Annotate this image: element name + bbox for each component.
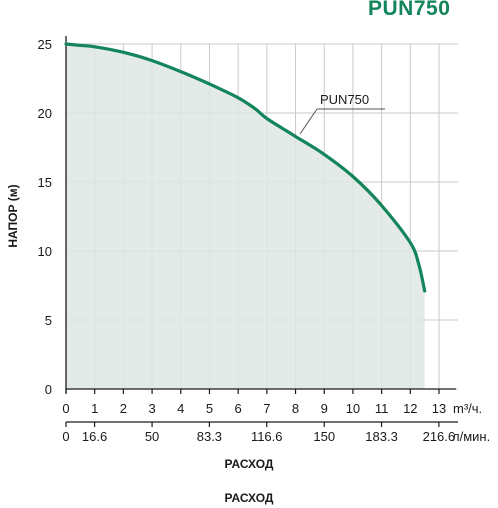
y-tick-label-5: 5 (45, 313, 52, 328)
x-tick-label-3: 3 (148, 401, 155, 416)
x-tick-label-6: 6 (235, 401, 242, 416)
x-unit-label: m³/ч. (453, 401, 482, 416)
x-axis-label: РАСХОД (224, 457, 274, 471)
curve-annotation: PUN750 (299, 92, 385, 135)
y-tick-label-20: 20 (38, 106, 52, 121)
curve-fill-area (66, 44, 425, 389)
y-tick-labels: 0 5 10 15 20 25 (38, 37, 52, 397)
x-tick-label-12: 12 (403, 401, 417, 416)
y-tick-label-10: 10 (38, 244, 52, 259)
x2-tick-label-50: 50 (145, 429, 159, 444)
y-tick-label-0: 0 (45, 382, 52, 397)
x2-tick-label-83.3: 83.3 (197, 429, 222, 444)
x-tick-label-11: 11 (375, 401, 389, 416)
x-tick-label-7: 7 (263, 401, 270, 416)
x-tick-label-5: 5 (206, 401, 213, 416)
x2-tick-label-150: 150 (313, 429, 335, 444)
annotation-label: PUN750 (320, 92, 369, 107)
x2-tick-label-16.6: 16.6 (82, 429, 107, 444)
x2-tick-label-0: 0 (62, 429, 69, 444)
series-line-pun750 (64, 42, 427, 293)
axes (65, 36, 458, 427)
x-tick-label-4: 4 (177, 401, 184, 416)
y-axis-label: НАПОР (м) (6, 184, 20, 248)
x2-tick-label-183.3: 183.3 (365, 429, 398, 444)
y-tick-label-25: 25 (38, 37, 52, 52)
x-tick-label-2: 2 (120, 401, 127, 416)
x-tick-label-9: 9 (321, 401, 328, 416)
x-tick-label-13: 13 (432, 401, 446, 416)
x-tick-label-1: 1 (91, 401, 98, 416)
x2-unit-label: л/мин. (452, 429, 490, 444)
x-axis-label-repeat: РАСХОД (224, 491, 274, 505)
x-tick-label-8: 8 (292, 401, 299, 416)
x-tick-labels-m3h: 0 1 2 3 4 5 6 7 8 9 10 11 12 13 m³/ч. (62, 401, 482, 416)
x2-tick-label-216.6: 216.6 (423, 429, 456, 444)
x-tick-label-0: 0 (62, 401, 69, 416)
annotation-leader (299, 108, 318, 135)
x-tick-label-10: 10 (346, 401, 360, 416)
y-tick-label-15: 15 (38, 175, 52, 190)
x-tick-labels-lmin: 0 16.6 50 83.3 116.6 150 183.3 216.6л/мин. (62, 429, 490, 444)
chart-title: PUN750 (368, 0, 451, 20)
x2-tick-label-116.6: 116.6 (251, 429, 283, 444)
